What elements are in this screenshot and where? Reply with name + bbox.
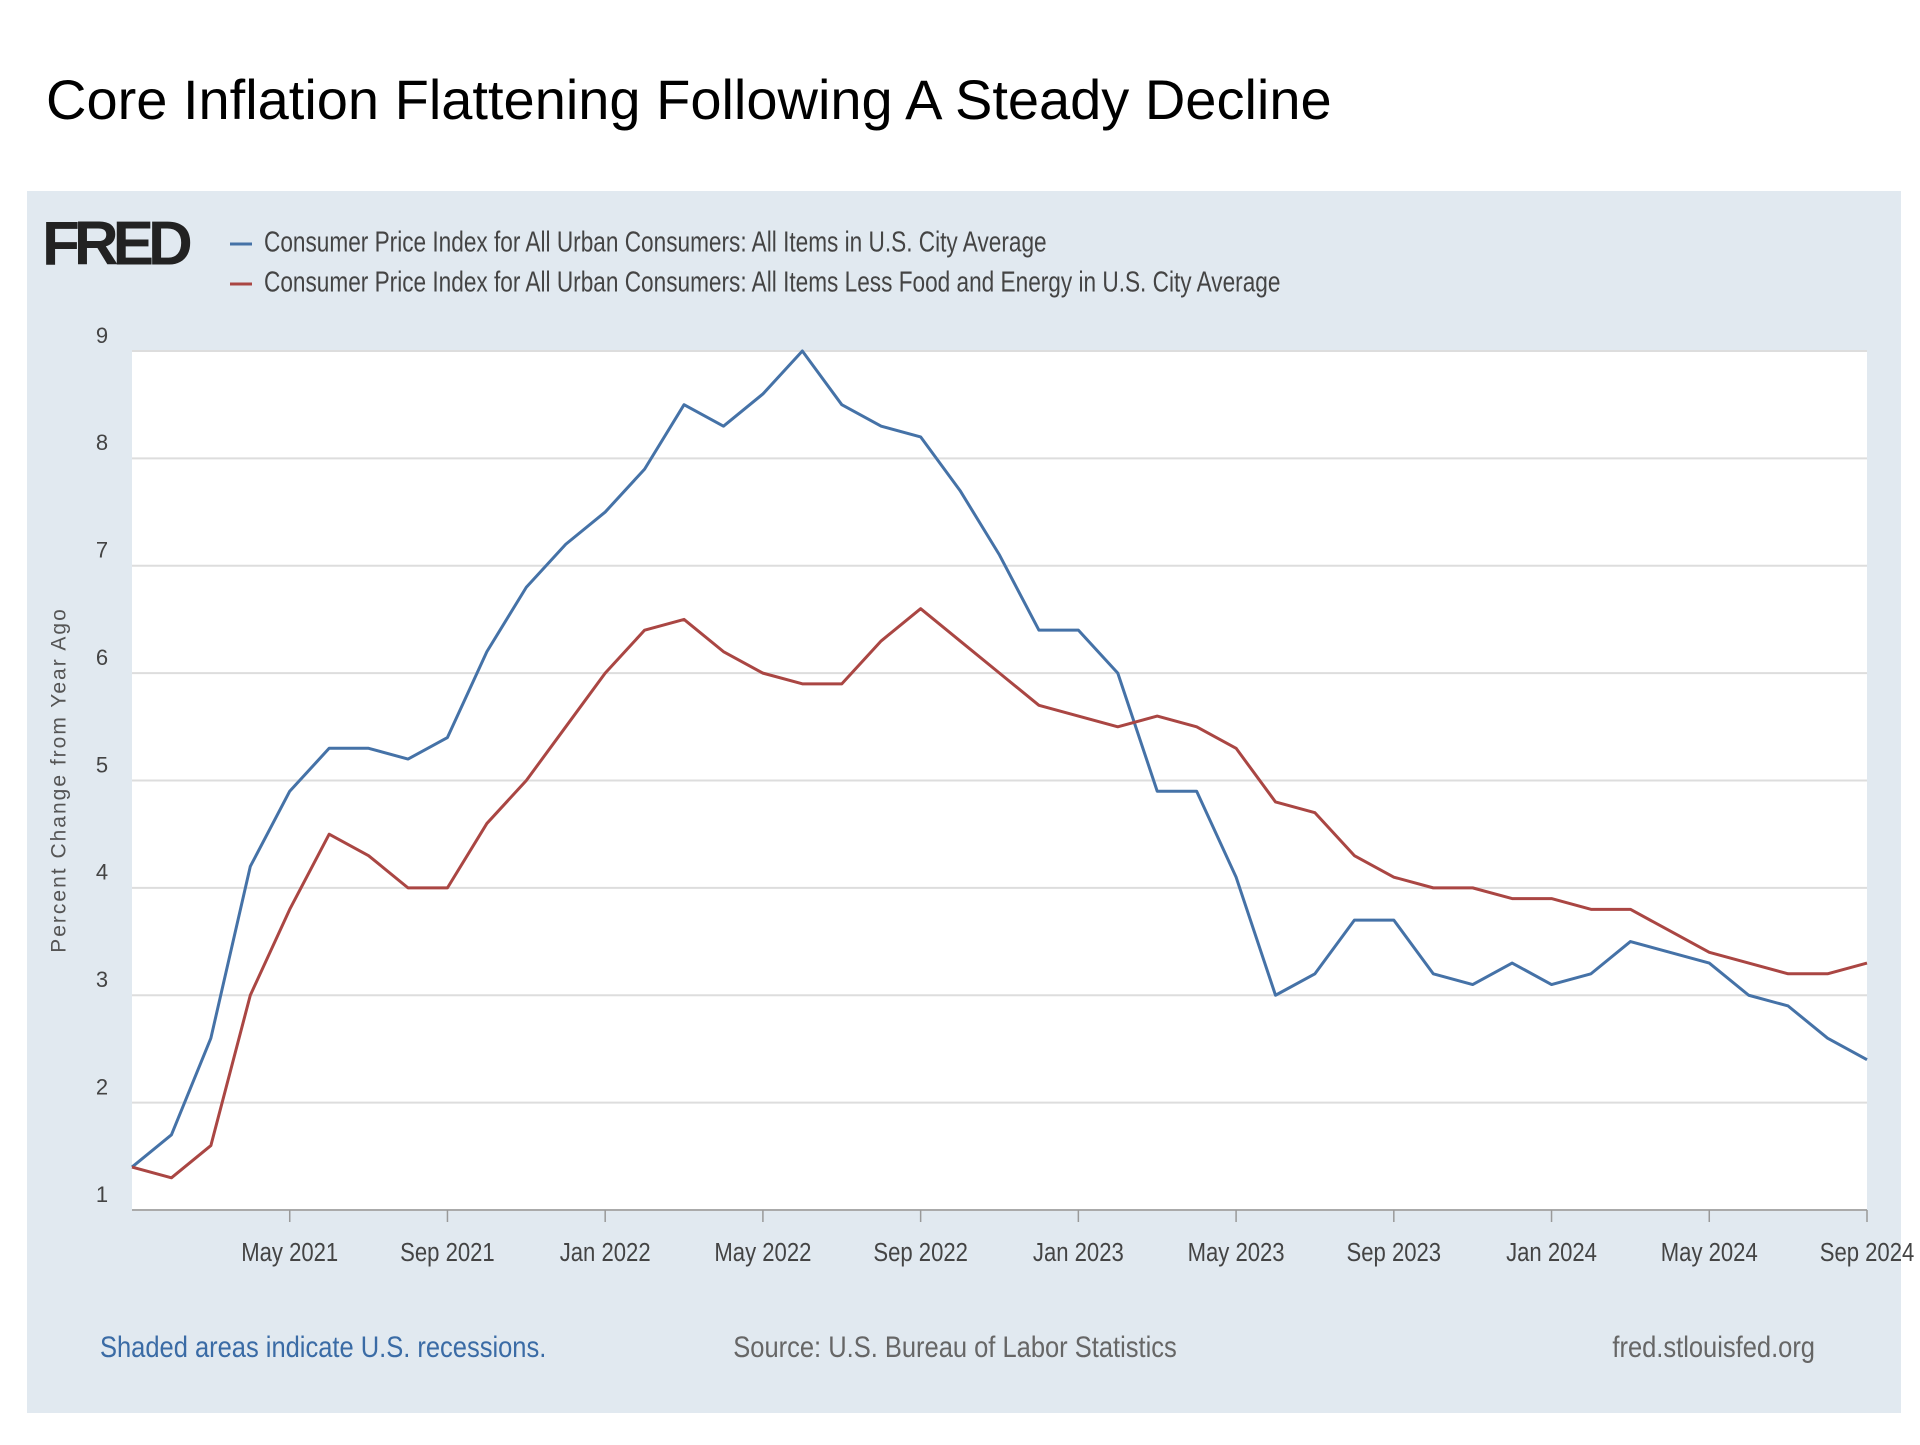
logo: FRED: [42, 209, 191, 278]
series-line: [131, 607, 1868, 1180]
y-tick-label: 2: [96, 1074, 108, 1099]
series-line: [131, 349, 1868, 1169]
x-tick-label: May 2024: [1661, 1238, 1758, 1267]
y-tick-label: 5: [96, 752, 108, 777]
x-tick-label: Jan 2024: [1506, 1238, 1597, 1267]
y-tick-label: 8: [96, 430, 108, 455]
slide-title: Core Inflation Flattening Following A St…: [46, 68, 1332, 131]
y-axis-label: Percent Change from Year Ago: [48, 607, 71, 953]
y-tick-label: 1: [96, 1182, 108, 1207]
legend-label: Consumer Price Index for All Urban Consu…: [264, 225, 1047, 258]
footer-note: Shaded areas indicate U.S. recessions.: [100, 1330, 546, 1363]
footer-url: fred.stlouisfed.org: [1612, 1330, 1815, 1363]
x-tick-label: Jan 2022: [560, 1238, 651, 1267]
x-tick-label: Sep 2021: [400, 1238, 495, 1267]
x-tick-label: Sep 2022: [873, 1238, 968, 1267]
y-tick-label: 6: [96, 645, 108, 670]
y-tick-label: 3: [96, 967, 108, 992]
x-tick-label: May 2021: [241, 1238, 338, 1267]
y-tick-label: 7: [96, 538, 108, 563]
x-tick-label: May 2023: [1188, 1238, 1285, 1267]
x-tick-label: May 2022: [714, 1238, 811, 1267]
x-tick-label: Jan 2023: [1033, 1238, 1124, 1267]
y-tick-label: 4: [96, 860, 108, 885]
x-tick-label: Sep 2023: [1347, 1238, 1442, 1267]
footer-source: Source: U.S. Bureau of Labor Statistics: [733, 1330, 1176, 1363]
legend-label: Consumer Price Index for All Urban Consu…: [264, 265, 1280, 298]
x-tick-label: Sep 2024: [1820, 1238, 1915, 1267]
y-tick-label: 9: [96, 323, 108, 348]
